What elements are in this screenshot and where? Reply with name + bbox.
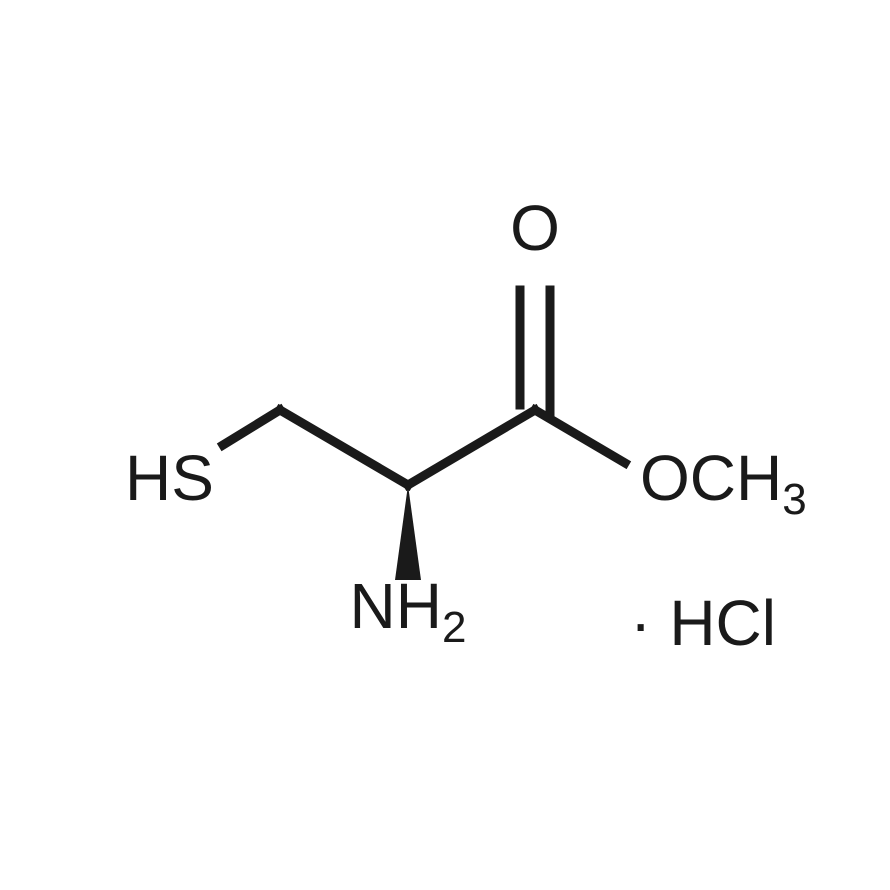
salt-hcl-text: HCl <box>669 587 776 659</box>
salt-dot: · <box>630 587 651 659</box>
atom-nh2-sub: 2 <box>442 603 466 652</box>
bond-c2-c3 <box>408 410 535 485</box>
bond-hs-c1 <box>223 410 280 445</box>
atom-nh2-main: NH <box>350 570 442 642</box>
atom-nh2: NH2 <box>350 570 467 652</box>
atom-hs: HS <box>125 442 214 514</box>
chemical-structure-svg: HS O OCH3 NH2 ·HCl <box>0 0 890 890</box>
atom-o-double: O <box>510 192 560 264</box>
salt-hcl: ·HCl <box>630 587 776 659</box>
wedge-c2-nh2 <box>395 485 421 580</box>
atom-och3-sub: 3 <box>782 475 806 524</box>
bond-c1-c2 <box>280 410 408 485</box>
atom-och3-main: OCH <box>640 442 782 514</box>
atom-och3: OCH3 <box>640 442 807 524</box>
